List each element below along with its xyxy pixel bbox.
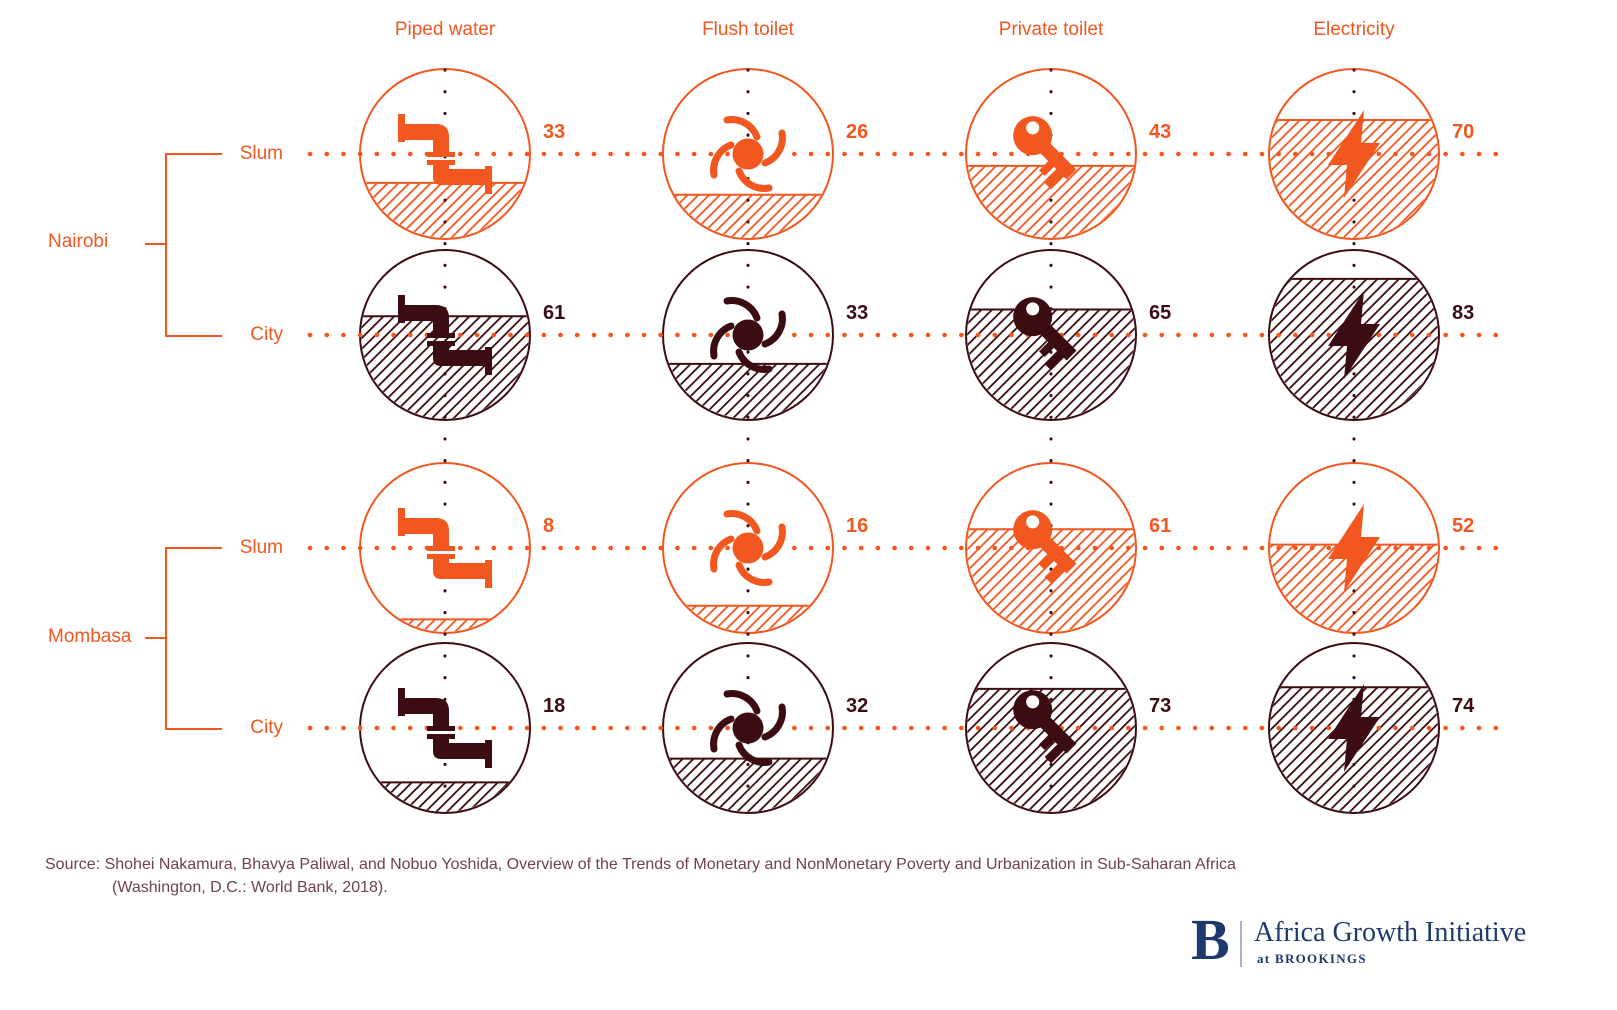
column-header-private-toilet: Private toilet xyxy=(998,19,1104,40)
flush-swirl-icon xyxy=(710,116,786,192)
lightning-bolt-icon xyxy=(1328,291,1380,379)
bracket-segment xyxy=(145,243,166,245)
value-label-nairobi-city-flush-toilet: 33 xyxy=(846,302,868,324)
bracket-segment xyxy=(145,637,166,639)
value-label-mombasa-slum-private-toilet: 61 xyxy=(1149,515,1171,537)
pipe-icon xyxy=(398,114,492,194)
row-label-mombasa-slum: Slum xyxy=(239,537,283,558)
value-label-mombasa-city-private-toilet: 73 xyxy=(1149,695,1171,717)
group-label-mombasa: Mombasa xyxy=(48,626,132,647)
value-label-mombasa-slum-piped-water: 8 xyxy=(543,515,554,537)
row-label-mombasa-city: City xyxy=(250,717,283,738)
bracket-segment xyxy=(165,547,222,549)
value-label-mombasa-city-piped-water: 18 xyxy=(543,695,565,717)
lightning-bolt-icon xyxy=(1328,684,1380,772)
logo-divider xyxy=(1240,921,1242,967)
value-label-mombasa-city-electricity: 74 xyxy=(1452,695,1475,717)
lightning-bolt-icon xyxy=(1328,110,1380,198)
value-label-nairobi-city-electricity: 83 xyxy=(1452,302,1474,324)
value-label-mombasa-slum-electricity: 52 xyxy=(1452,515,1474,537)
logo-name: Africa Growth Initiative xyxy=(1254,917,1527,948)
key-icon xyxy=(1013,510,1077,584)
brookings-monogram-icon: B xyxy=(1191,907,1230,972)
bracket-segment xyxy=(165,728,222,730)
key-icon xyxy=(1013,297,1077,371)
flush-swirl-icon xyxy=(710,297,786,373)
source-line-2: (Washington, D.C.: World Bank, 2018). xyxy=(112,879,388,896)
key-icon xyxy=(1013,116,1077,190)
flush-swirl-icon xyxy=(710,510,786,586)
column-header-flush-toilet: Flush toilet xyxy=(702,19,794,40)
group-label-nairobi: Nairobi xyxy=(48,231,109,252)
value-label-nairobi-slum-electricity: 70 xyxy=(1452,121,1474,143)
column-header-electricity: Electricity xyxy=(1313,19,1395,40)
key-icon xyxy=(1013,690,1077,764)
value-label-nairobi-slum-flush-toilet: 26 xyxy=(846,121,868,143)
bracket-segment xyxy=(165,154,167,337)
flush-swirl-icon xyxy=(710,690,786,766)
source-line-1: Source: Shohei Nakamura, Bhavya Paliwal,… xyxy=(45,856,1236,873)
value-label-mombasa-slum-flush-toilet: 16 xyxy=(846,515,868,537)
pipe-icon xyxy=(398,508,492,588)
value-label-nairobi-city-piped-water: 61 xyxy=(543,302,565,324)
lightning-bolt-icon xyxy=(1328,504,1380,592)
bracket-segment xyxy=(165,153,222,155)
bracket-segment xyxy=(165,335,222,337)
row-label-nairobi-city: City xyxy=(250,324,283,345)
value-label-nairobi-slum-piped-water: 33 xyxy=(543,121,565,143)
column-header-piped-water: Piped water xyxy=(394,19,496,40)
bracket-segment xyxy=(165,548,167,730)
value-label-mombasa-city-flush-toilet: 32 xyxy=(846,695,868,717)
row-label-nairobi-slum: Slum xyxy=(239,143,283,164)
value-label-nairobi-slum-private-toilet: 43 xyxy=(1149,121,1171,143)
value-label-nairobi-city-private-toilet: 65 xyxy=(1149,302,1171,324)
pipe-icon xyxy=(398,688,492,768)
logo-tagline: at BROOKINGS xyxy=(1257,951,1367,966)
pipe-icon xyxy=(398,295,492,375)
